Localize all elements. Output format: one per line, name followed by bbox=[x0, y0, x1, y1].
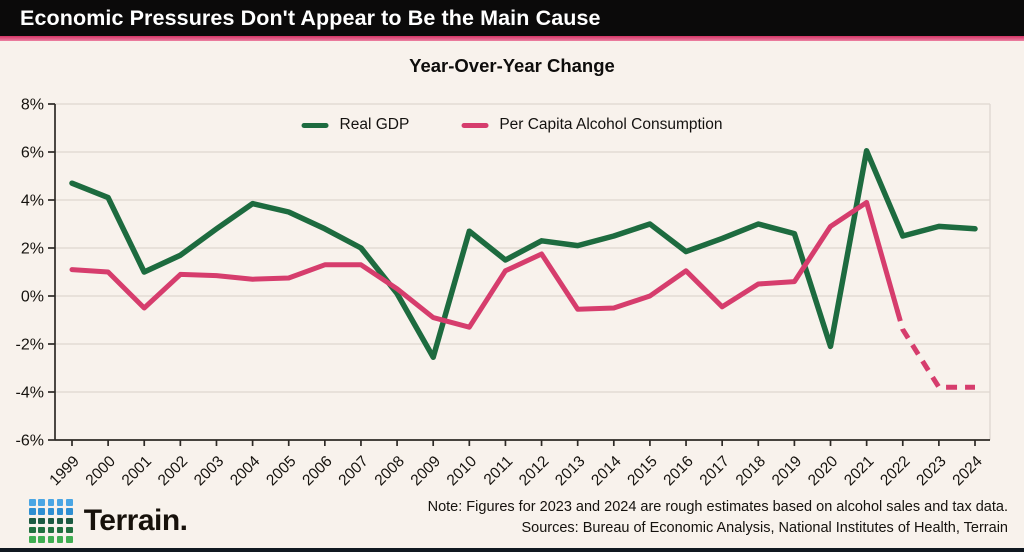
x-tick-label: 2008 bbox=[372, 453, 408, 489]
logo-square bbox=[38, 526, 45, 534]
x-tick-label: 2023 bbox=[913, 453, 949, 489]
logo-square bbox=[38, 508, 45, 515]
title-bar: Economic Pressures Don't Appear to Be th… bbox=[0, 0, 1024, 36]
x-tick-label: 1999 bbox=[46, 453, 82, 489]
terrain-wordmark: Terrain. bbox=[83, 503, 188, 537]
logo-square bbox=[38, 499, 45, 506]
logo-square bbox=[47, 508, 55, 515]
logo-square bbox=[66, 526, 73, 534]
logo-square bbox=[29, 508, 36, 515]
x-tick-label: 2020 bbox=[805, 453, 842, 490]
x-tick-label: 2024 bbox=[949, 453, 986, 490]
chart-legend: Real GDP Per Capita Alcohol Consumption bbox=[301, 116, 722, 134]
y-tick-label: 4% bbox=[21, 193, 44, 210]
logo-square bbox=[56, 526, 64, 534]
logo-square bbox=[29, 536, 36, 543]
logo-square bbox=[66, 499, 73, 506]
x-tick-label: 2014 bbox=[588, 453, 625, 490]
legend-swatch-alcohol bbox=[461, 122, 489, 128]
x-tick-label: 2017 bbox=[697, 453, 733, 489]
logo-square bbox=[47, 536, 55, 543]
x-tick-label: 2002 bbox=[155, 453, 191, 489]
legend-item-real-gdp: Real GDP bbox=[301, 116, 410, 134]
footnotes: Note: Figures for 2023 and 2024 are roug… bbox=[428, 497, 1008, 538]
line-chart: 8%6%4%2%0%-2%-4%-6%1999 2000 2001 2002 2003 2… bbox=[16, 97, 991, 490]
x-tick-label: 2009 bbox=[408, 453, 444, 489]
footer: Terrain. Note: Figures for 2023 and 2024… bbox=[0, 495, 1024, 548]
x-tick-label: 2010 bbox=[444, 453, 481, 490]
terrain-logo-mark bbox=[29, 499, 73, 543]
logo-square bbox=[29, 499, 36, 506]
logo-square bbox=[66, 536, 73, 543]
page-title: Economic Pressures Don't Appear to Be th… bbox=[20, 5, 601, 30]
x-tick-label: 2005 bbox=[263, 453, 299, 489]
x-tick-label: 2019 bbox=[769, 453, 805, 489]
x-tick-label: 2013 bbox=[552, 453, 588, 489]
logo-square bbox=[29, 526, 36, 534]
logo-square bbox=[47, 517, 55, 525]
x-tick-label: 2015 bbox=[624, 453, 660, 489]
x-tick-label: 2000 bbox=[83, 453, 120, 490]
y-tick-label: 8% bbox=[21, 97, 44, 114]
chart-title: Year-Over-Year Change bbox=[409, 55, 615, 76]
logo-square bbox=[66, 508, 73, 515]
x-tick-label: 2003 bbox=[191, 453, 227, 489]
y-tick-label: -4% bbox=[16, 385, 44, 402]
chart-note: Note: Figures for 2023 and 2024 are roug… bbox=[427, 499, 1008, 515]
x-tick-label: 2022 bbox=[877, 453, 913, 489]
x-tick-label: 2004 bbox=[227, 453, 264, 490]
accent-divider bbox=[0, 36, 1024, 41]
logo-square bbox=[47, 526, 55, 534]
x-tick-label: 2007 bbox=[335, 453, 371, 489]
series-line-per-capita-alcohol-consumption-dashed bbox=[894, 309, 975, 390]
x-tick-label: 2001 bbox=[119, 453, 155, 489]
y-tick-label: 2% bbox=[21, 241, 44, 258]
logo-square bbox=[38, 517, 45, 525]
x-tick-label: 2018 bbox=[733, 453, 769, 489]
series-line-per-capita-alcohol-consumption-solid bbox=[69, 199, 900, 330]
terrain-logo: Terrain. bbox=[29, 499, 188, 543]
logo-square bbox=[56, 517, 64, 525]
y-tick-label: -2% bbox=[16, 337, 44, 354]
x-tick-label: 2012 bbox=[516, 453, 552, 489]
y-tick-label: -6% bbox=[16, 433, 44, 450]
legend-label-real-gdp: Real GDP bbox=[339, 116, 410, 133]
y-tick-label: 0% bbox=[21, 289, 44, 306]
y-tick-label: 6% bbox=[21, 145, 44, 162]
x-tick-label: 2021 bbox=[841, 453, 877, 489]
logo-square bbox=[56, 536, 64, 543]
logo-square bbox=[56, 508, 64, 515]
logo-square bbox=[56, 499, 64, 506]
chart-area: 8% 6% 4% 2% 0% -2% -4% -6% 1999 2000 2001 2002 2003 2… bbox=[0, 90, 1024, 495]
logo-square bbox=[66, 517, 73, 525]
bottom-border bbox=[0, 548, 1024, 552]
legend-item-alcohol: Per Capita Alcohol Consumption bbox=[461, 116, 722, 134]
logo-square bbox=[47, 499, 55, 506]
x-tick-label: 2011 bbox=[481, 453, 517, 489]
series-line-real-gdp bbox=[69, 148, 978, 360]
legend-swatch-real-gdp bbox=[301, 122, 329, 128]
chart-sources: Sources: Bureau of Economic Analysis, Na… bbox=[521, 519, 1008, 536]
legend-label-alcohol: Per Capita Alcohol Consumption bbox=[499, 116, 723, 133]
x-tick-label: 2006 bbox=[299, 453, 335, 489]
x-tick-label: 2016 bbox=[660, 453, 696, 489]
logo-square bbox=[38, 536, 45, 543]
logo-square bbox=[29, 517, 36, 525]
